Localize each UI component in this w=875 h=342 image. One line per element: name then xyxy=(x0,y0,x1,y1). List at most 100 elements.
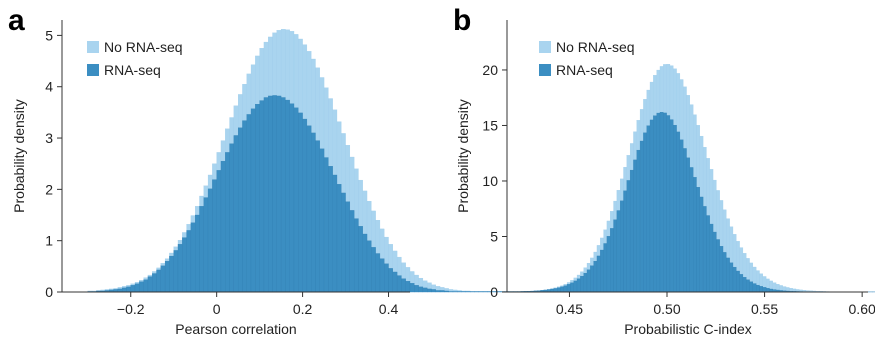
y-tick-label-b-2: 10 xyxy=(482,173,498,189)
bar-rnaseq-b-62 xyxy=(726,257,730,293)
bar-rnaseq-b-60 xyxy=(719,246,724,293)
legend-label-no-rnaseq-b: No RNA-seq xyxy=(556,39,635,55)
bar-rnaseq-a-9 xyxy=(126,286,131,293)
legend-label-rnaseq-b: RNA-seq xyxy=(556,62,613,78)
bar-rnaseq-a-30 xyxy=(216,170,222,293)
bar-rnaseq-a-83 xyxy=(444,290,449,293)
x-tick-label-a-3: 0.4 xyxy=(379,301,399,317)
bar-rnaseq-a-45 xyxy=(280,97,286,293)
bar-rnaseq-a-28 xyxy=(207,188,213,293)
bar-rnaseq-b-15 xyxy=(570,282,574,293)
legend-label-rnaseq-a: RNA-seq xyxy=(104,62,161,78)
panel-a: a −0.2 0 0.2 0.4 0 1 2 3 4 5 Pearson correlation… xyxy=(8,4,578,337)
bar-rnaseq-a-60 xyxy=(345,201,351,293)
bar-rnaseq-b-63 xyxy=(729,262,734,293)
bar-rnaseq-b-71 xyxy=(756,284,760,293)
bar-rnaseq-a-44 xyxy=(276,95,282,293)
bar-rnaseq-b-50 xyxy=(686,157,690,293)
y-axis-label-b: Probability density xyxy=(455,99,471,213)
bar-rnaseq-b-20 xyxy=(586,269,591,293)
bar-rnaseq-b-39 xyxy=(649,119,654,293)
bar-rnaseq-b-34 xyxy=(633,159,637,293)
bar-rnaseq-a-12 xyxy=(139,281,144,293)
bar-rnaseq-b-53 xyxy=(696,187,700,293)
bar-rnaseq-b-31 xyxy=(623,190,627,293)
bar-rnaseq-a-29 xyxy=(212,179,217,293)
bar-rnaseq-b-40 xyxy=(653,115,657,293)
bar-rnaseq-b-13 xyxy=(563,285,568,293)
bar-rnaseq-a-86 xyxy=(457,291,462,293)
bar-rnaseq-a-91 xyxy=(478,291,484,293)
bar-rnaseq-b-24 xyxy=(600,249,604,293)
bar-rnaseq-a-55 xyxy=(323,157,329,293)
bar-rnaseq-a-68 xyxy=(379,258,385,293)
bar-rnaseq-a-88 xyxy=(465,291,471,293)
bar-rnaseq-b-21 xyxy=(590,265,594,293)
bar-rnaseq-b-48 xyxy=(679,139,684,293)
x-ticks-a: −0.2 0 0.2 0.4 xyxy=(117,292,399,317)
bar-rnaseq-b-19 xyxy=(583,272,588,293)
bar-rnaseq-a-20 xyxy=(173,250,179,293)
bar-rnaseq-a-42 xyxy=(268,95,273,293)
bar-rnaseq-b-28 xyxy=(613,219,618,293)
x-tick-label-b-1: 0.50 xyxy=(653,301,680,317)
y-tick-label-b-4: 20 xyxy=(482,62,498,78)
bar-rnaseq-a-57 xyxy=(332,174,338,293)
bar-rnaseq-a-76 xyxy=(414,285,419,293)
legend-swatch-no-rnaseq-b xyxy=(539,41,551,53)
bar-rnaseq-b-27 xyxy=(610,228,614,293)
bar-rnaseq-a-34 xyxy=(233,135,239,293)
bar-rnaseq-a-51 xyxy=(306,125,312,293)
bar-rnaseq-a-73 xyxy=(401,278,406,293)
bar-rnaseq-b-68 xyxy=(746,279,750,293)
bar-rnaseq-b-42 xyxy=(659,112,664,293)
x-tick-label-a-2: 0.2 xyxy=(293,301,313,317)
bar-rnaseq-a-35 xyxy=(237,127,243,293)
bar-rnaseq-a-59 xyxy=(341,192,346,293)
bar-rnaseq-b-45 xyxy=(669,119,674,293)
bar-rnaseq-b-43 xyxy=(663,112,667,293)
bar-rnaseq-a-46 xyxy=(285,99,290,293)
bar-rnaseq-a-48 xyxy=(293,107,299,293)
bar-rnaseq-b-23 xyxy=(596,255,601,293)
bar-rnaseq-a-53 xyxy=(315,140,320,293)
bar-rnaseq-b-14 xyxy=(566,284,571,293)
bar-rnaseq-a-17 xyxy=(160,265,166,293)
bar-rnaseq-a-49 xyxy=(298,112,303,293)
bar-rnaseq-a-54 xyxy=(319,148,325,293)
bar-rnaseq-b-25 xyxy=(603,243,608,293)
bar-rnaseq-a-10 xyxy=(130,285,136,293)
x-axis-label-a: Pearson correlation xyxy=(175,321,296,337)
bar-rnaseq-b-10 xyxy=(553,288,558,293)
bar-rnaseq-b-57 xyxy=(709,223,714,293)
bar-rnaseq-b-11 xyxy=(557,287,561,293)
bar-rnaseq-a-19 xyxy=(169,255,174,293)
legend-swatch-no-rnaseq-a xyxy=(87,41,99,53)
bar-rnaseq-a-63 xyxy=(358,226,363,293)
bar-rnaseq-a-26 xyxy=(199,206,204,293)
bar-rnaseq-a-18 xyxy=(164,261,170,293)
bar-rnaseq-a-72 xyxy=(396,275,402,293)
bar-rnaseq-b-26 xyxy=(606,236,611,293)
bar-rnaseq-a-56 xyxy=(328,166,333,293)
bar-rnaseq-a-75 xyxy=(409,283,415,293)
bar-rnaseq-b-22 xyxy=(593,260,598,293)
y-ticks-b: 0 5 10 15 20 xyxy=(482,62,507,300)
bar-rnaseq-a-66 xyxy=(371,247,376,293)
bar-rnaseq-a-70 xyxy=(388,268,393,293)
bar-rnaseq-a-62 xyxy=(353,218,359,293)
legend-b: No RNA-seq RNA-seq xyxy=(539,39,635,78)
bar-rnaseq-a-92 xyxy=(482,291,488,293)
bar-rnaseq-a-85 xyxy=(452,291,458,293)
panel-b: b 0.45 0.50 0.55 0.60 0 5 10 15 20 Probabilisti… xyxy=(453,4,875,337)
bar-rnaseq-a-47 xyxy=(289,103,295,293)
bar-rnaseq-a-13 xyxy=(143,279,149,293)
bar-rnaseq-b-41 xyxy=(656,112,661,293)
bar-rnaseq-b-49 xyxy=(683,148,687,293)
bar-rnaseq-b-74 xyxy=(765,288,770,293)
bar-rnaseq-a-79 xyxy=(427,288,432,293)
bar-rnaseq-a-15 xyxy=(152,273,157,293)
bar-rnaseq-a-27 xyxy=(203,197,209,293)
panel-letter-a: a xyxy=(8,4,25,37)
